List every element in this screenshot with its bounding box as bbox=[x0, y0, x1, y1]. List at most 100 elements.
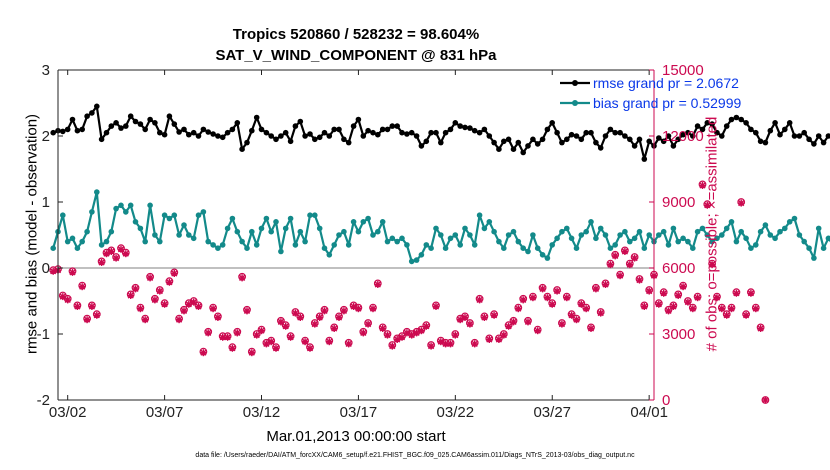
x-tick-label: 04/01 bbox=[630, 404, 668, 421]
series-0-point bbox=[244, 139, 250, 146]
series-0-point bbox=[801, 129, 807, 136]
series-1-point bbox=[215, 245, 221, 251]
series-1-point bbox=[544, 255, 551, 261]
series-1-point bbox=[815, 225, 822, 232]
series-1-point bbox=[161, 212, 168, 218]
series-1-point bbox=[486, 219, 493, 225]
assimilated-obs-point bbox=[606, 261, 614, 269]
series-1-point bbox=[588, 219, 594, 225]
series-0-point bbox=[389, 123, 396, 129]
assimilated-obs-point bbox=[146, 274, 154, 282]
series-0-point bbox=[457, 123, 464, 129]
assimilated-obs-point bbox=[384, 331, 391, 339]
series-1-point bbox=[704, 232, 711, 238]
series-0-point bbox=[229, 126, 236, 133]
y-axis-right-label: # of obs: o=possible; ×=assimilated bbox=[703, 116, 721, 352]
assimilated-obs-point bbox=[689, 305, 697, 313]
series-1-point bbox=[287, 215, 294, 222]
y-left-tick-label: 1 bbox=[42, 194, 50, 211]
series-0-point bbox=[166, 113, 173, 119]
assimilated-obs-point bbox=[359, 329, 367, 337]
series-0-point bbox=[757, 138, 764, 145]
series-1-point bbox=[685, 238, 691, 245]
series-1-point bbox=[757, 228, 764, 235]
assimilated-obs-point bbox=[640, 303, 648, 310]
series-0-point bbox=[326, 133, 333, 139]
series-0-point bbox=[670, 143, 677, 149]
series-0-point bbox=[219, 134, 226, 141]
series-0-point bbox=[98, 136, 105, 143]
y-left-tick-label: 2 bbox=[42, 128, 50, 145]
series-0-point bbox=[273, 136, 279, 143]
series-0-point bbox=[89, 110, 95, 116]
series-0-point bbox=[181, 126, 187, 133]
assimilated-obs-point bbox=[112, 254, 120, 262]
series-0-point bbox=[462, 124, 468, 131]
series-0-point bbox=[413, 133, 420, 139]
assimilated-obs-point bbox=[514, 305, 522, 313]
assimilated-obs-point bbox=[93, 311, 101, 319]
series-1-point bbox=[166, 215, 173, 222]
series-0-point bbox=[656, 135, 662, 141]
assimilated-obs-point bbox=[78, 283, 86, 291]
series-0-point bbox=[777, 131, 783, 138]
series-0-point bbox=[438, 139, 444, 146]
series-1-point bbox=[646, 232, 652, 238]
series-1-point bbox=[239, 238, 245, 245]
series-1-point bbox=[181, 222, 187, 228]
series-0-point bbox=[113, 120, 119, 126]
assimilated-obs-point bbox=[597, 309, 605, 317]
series-1-point bbox=[748, 245, 754, 251]
series-0-point bbox=[176, 129, 182, 135]
series-1-point bbox=[50, 245, 56, 251]
series-0-point bbox=[215, 133, 221, 139]
assimilated-obs-point bbox=[141, 316, 149, 324]
assimilated-obs-point bbox=[214, 314, 222, 321]
series-1-point bbox=[462, 225, 468, 232]
series-1-point bbox=[413, 257, 420, 263]
assimilated-obs-point bbox=[708, 261, 716, 269]
assimilated-obs-point bbox=[577, 300, 585, 308]
series-0-point bbox=[423, 138, 430, 145]
assimilated-obs-point bbox=[69, 268, 76, 276]
series-0-point bbox=[471, 127, 478, 134]
series-0-point bbox=[476, 129, 483, 136]
assimilated-obs-point bbox=[674, 292, 682, 299]
assimilated-obs-point bbox=[451, 331, 459, 339]
assimilated-obs-point bbox=[296, 314, 304, 321]
series-1-point bbox=[249, 228, 255, 235]
assimilated-obs-point bbox=[737, 199, 745, 207]
series-1-point bbox=[631, 235, 638, 242]
series-1-point bbox=[302, 238, 308, 245]
series-0-point bbox=[258, 126, 265, 133]
series-0-point bbox=[287, 138, 294, 145]
series-1-point bbox=[568, 235, 575, 242]
series-0-point bbox=[79, 126, 85, 133]
assimilated-obs-point bbox=[306, 344, 314, 352]
series-1-point bbox=[244, 245, 250, 251]
series-0-point bbox=[336, 126, 342, 133]
assimilated-obs-point bbox=[272, 344, 280, 352]
series-1-point bbox=[709, 238, 715, 245]
series-0-point bbox=[680, 131, 686, 138]
series-0-point bbox=[50, 129, 56, 136]
series-0-point bbox=[442, 129, 449, 136]
series-1-point bbox=[345, 242, 352, 248]
series-0-point bbox=[767, 127, 774, 134]
assimilated-obs-point bbox=[238, 274, 246, 282]
series-0-point bbox=[379, 126, 386, 133]
series-0-point bbox=[685, 129, 691, 136]
series-0-point bbox=[646, 138, 652, 145]
series-1-point bbox=[408, 258, 415, 265]
series-0-point bbox=[360, 133, 367, 139]
series-0-point bbox=[714, 129, 720, 136]
assimilated-obs-point bbox=[447, 340, 454, 348]
assimilated-obs-point bbox=[190, 298, 198, 306]
series-1-point bbox=[186, 232, 192, 238]
assimilated-obs-point bbox=[655, 300, 663, 308]
legend-entry-0: rmse grand pr = 2.0672 bbox=[593, 75, 739, 91]
series-0-point bbox=[791, 133, 798, 139]
series-1-point bbox=[399, 235, 405, 242]
series-0-point bbox=[108, 123, 115, 129]
series-0-point bbox=[694, 123, 701, 129]
